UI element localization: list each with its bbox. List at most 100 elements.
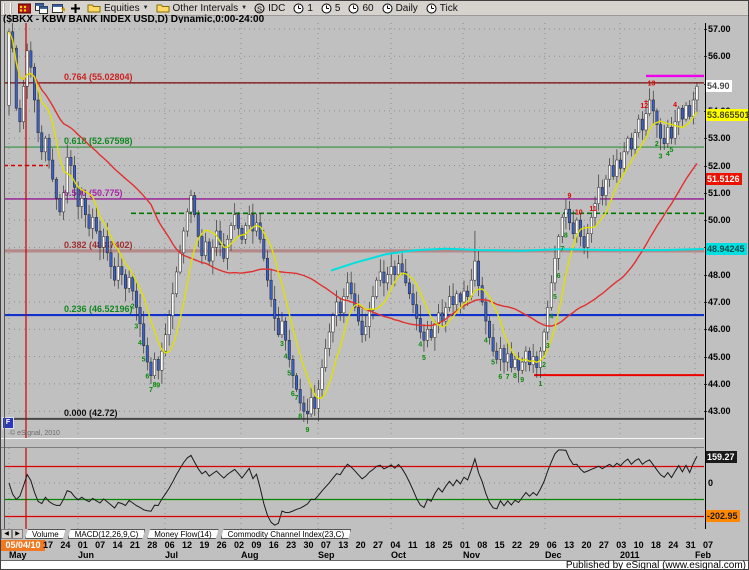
candle-body — [138, 307, 142, 325]
candle-body — [356, 307, 360, 322]
candle-body — [298, 389, 302, 404]
candle-body — [193, 195, 197, 215]
candle-body — [506, 353, 510, 363]
candle-body — [62, 192, 66, 213]
candle-body — [371, 296, 375, 311]
candle-body — [597, 187, 601, 204]
candlestick-chart: 0.764 (55.02804) 0.618 (52.67598) 0.500 (5… — [4, 23, 704, 438]
axis-tick — [704, 383, 707, 385]
panel-splitter[interactable] — [1, 438, 748, 448]
indicator-tab-1[interactable]: Volume — [25, 529, 66, 539]
td-count-marker: + — [644, 99, 648, 106]
candle-body — [411, 293, 415, 305]
candle-body — [677, 107, 681, 123]
candle-body — [291, 359, 295, 376]
candle-body — [295, 375, 299, 390]
new-window-icon[interactable]: ★ — [51, 2, 65, 14]
candle-body — [400, 263, 404, 273]
candle-body — [76, 187, 80, 207]
td-count-marker: 6 — [557, 273, 561, 280]
axis-tick — [704, 329, 707, 331]
equities-button[interactable]: Equities ▼ — [85, 2, 151, 15]
candle-body — [586, 233, 590, 248]
interval-button-60[interactable]: 60 — [346, 2, 376, 15]
td-count-marker: 4 — [138, 340, 142, 347]
fib-label: 0.500 (50.775) — [64, 188, 123, 198]
candle-body — [171, 293, 175, 316]
td-count-marker: 7 — [506, 374, 510, 381]
candle-body — [666, 127, 670, 144]
price-tick-label: 53.00 — [708, 133, 731, 144]
plus-icon[interactable] — [68, 2, 82, 14]
quote-board-icon[interactable] — [17, 2, 31, 14]
candle-body — [233, 214, 237, 226]
interval-label: Tick — [439, 2, 458, 14]
candle-body — [524, 350, 528, 363]
price-tick-label: 44.00 — [708, 378, 731, 389]
candle-body — [640, 118, 644, 131]
td-count-marker: 4 — [673, 102, 677, 109]
session-start-date[interactable]: 05/04/10 — [1, 540, 45, 551]
candle-body — [251, 214, 255, 232]
candle-body — [269, 279, 273, 300]
candle-body — [142, 323, 146, 346]
idc-button[interactable]: S IDC — [252, 2, 288, 15]
candle-body — [29, 50, 33, 68]
toolbar: ★ Equities ▼ Other Intervals ▼ S IDC 1 5 6… — [1, 1, 748, 16]
day-tick-label: 09 — [251, 540, 262, 550]
candle-body — [25, 50, 29, 87]
other-intervals-button[interactable]: Other Intervals ▼ — [154, 2, 250, 15]
main-chart-plot[interactable]: 0.764 (55.02804) 0.618 (52.67598) 0.500 (5… — [4, 23, 704, 438]
td-count-marker: 2 — [542, 362, 546, 369]
toolbar-grip[interactable] — [3, 2, 12, 14]
interval-button-tick[interactable]: Tick — [424, 2, 461, 15]
candle-body — [313, 397, 317, 409]
axis-tick — [704, 274, 707, 276]
candle-body — [378, 271, 382, 281]
td-count-marker: 5 — [553, 294, 557, 301]
day-tick-label: 16 — [268, 540, 279, 550]
td-count-marker: 8 — [298, 414, 302, 421]
candle-body — [331, 315, 335, 333]
tile-windows-icon[interactable] — [34, 2, 48, 14]
candle-body — [473, 260, 477, 281]
candle-body — [262, 238, 266, 259]
cci-indicator-plot[interactable] — [4, 448, 704, 529]
candle-body — [477, 260, 481, 286]
indicator-tab-3[interactable]: Money Flow(14) — [147, 529, 218, 539]
day-tick-label: 29 — [529, 540, 540, 550]
candle-body — [604, 178, 608, 196]
candle-body — [156, 359, 160, 371]
indicator-tab-2[interactable]: MACD(12,26,9,C) — [68, 529, 146, 539]
chevron-down-icon: ▼ — [142, 5, 149, 11]
candle-body — [127, 277, 131, 289]
day-tick-label: 02 — [234, 540, 245, 550]
candle-body — [528, 350, 531, 366]
interval-button-1[interactable]: 1 — [291, 2, 316, 15]
candle-body — [608, 165, 612, 180]
candle-body — [327, 331, 331, 349]
interval-button-5[interactable]: 5 — [319, 2, 344, 15]
day-tick-label: 19 — [199, 540, 210, 550]
candle-body — [393, 266, 397, 275]
day-tick-label: 24 — [60, 540, 71, 550]
indicator-tab-4[interactable]: Commodity Channel Index(23,C) — [221, 529, 352, 539]
price-axis[interactable]: 57.0056.0055.0054.0053.0052.0051.0050.00… — [704, 23, 748, 529]
interval-button-daily[interactable]: Daily — [380, 2, 421, 15]
candle-body — [306, 410, 309, 415]
day-tick-label: 20 — [355, 540, 366, 550]
td-count-marker: 6 — [498, 374, 502, 381]
flag-marker[interactable]: F — [2, 417, 14, 429]
candle-body — [593, 203, 597, 218]
candle-body — [83, 198, 87, 215]
price-tick-label: 57.00 — [708, 24, 731, 34]
footer-bar: Published by eSignal (www.esignal.com) — [1, 560, 748, 569]
month-label: Sep — [318, 550, 335, 560]
day-tick-label: 27 — [598, 540, 609, 550]
candle-body — [659, 124, 663, 139]
candle-body — [109, 252, 113, 267]
candle-body — [488, 320, 491, 338]
tabs-scroll-right-button[interactable]: ▶ — [12, 529, 23, 539]
tabs-scroll-left-button[interactable]: ◀ — [1, 529, 12, 539]
month-label: Jul — [165, 550, 179, 560]
